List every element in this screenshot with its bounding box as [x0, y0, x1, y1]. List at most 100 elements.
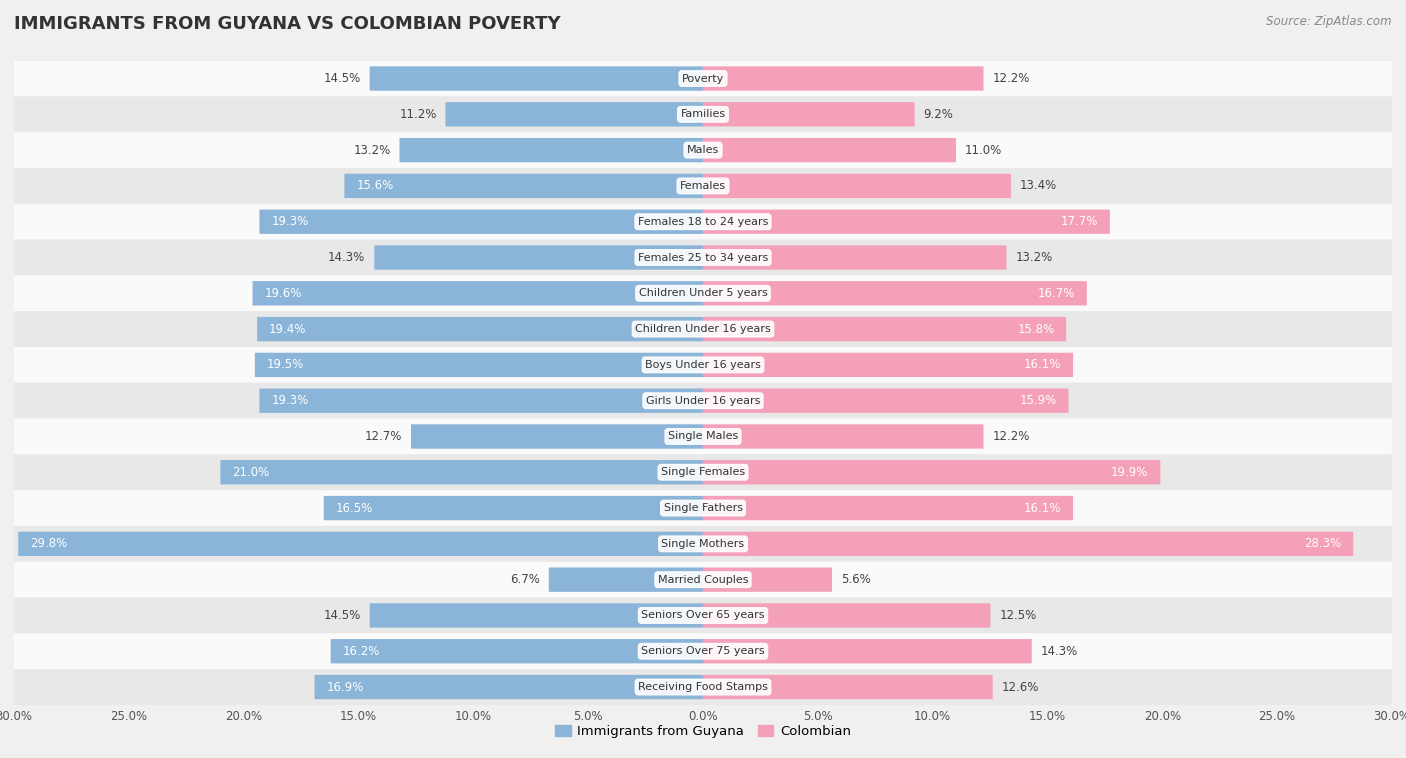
- FancyBboxPatch shape: [703, 317, 1066, 341]
- Text: 16.7%: 16.7%: [1038, 287, 1076, 300]
- Text: Children Under 5 years: Children Under 5 years: [638, 288, 768, 299]
- FancyBboxPatch shape: [14, 526, 1392, 562]
- Text: 14.3%: 14.3%: [328, 251, 366, 264]
- Text: 11.2%: 11.2%: [399, 108, 437, 121]
- Text: Seniors Over 75 years: Seniors Over 75 years: [641, 647, 765, 656]
- FancyBboxPatch shape: [548, 568, 703, 592]
- Text: 15.9%: 15.9%: [1019, 394, 1057, 407]
- Text: 9.2%: 9.2%: [924, 108, 953, 121]
- FancyBboxPatch shape: [703, 138, 956, 162]
- FancyBboxPatch shape: [14, 562, 1392, 597]
- Text: 5.6%: 5.6%: [841, 573, 870, 586]
- FancyBboxPatch shape: [703, 246, 1007, 270]
- FancyBboxPatch shape: [703, 675, 993, 699]
- Text: 16.2%: 16.2%: [343, 645, 380, 658]
- Text: Seniors Over 65 years: Seniors Over 65 years: [641, 610, 765, 621]
- Text: Poverty: Poverty: [682, 74, 724, 83]
- Text: 13.4%: 13.4%: [1019, 180, 1057, 193]
- FancyBboxPatch shape: [315, 675, 703, 699]
- FancyBboxPatch shape: [14, 418, 1392, 454]
- FancyBboxPatch shape: [18, 531, 703, 556]
- FancyBboxPatch shape: [260, 209, 703, 234]
- Text: Single Males: Single Males: [668, 431, 738, 441]
- Text: 28.3%: 28.3%: [1305, 537, 1341, 550]
- Text: Married Couples: Married Couples: [658, 575, 748, 584]
- FancyBboxPatch shape: [260, 389, 703, 413]
- Text: 15.8%: 15.8%: [1017, 323, 1054, 336]
- Text: Single Fathers: Single Fathers: [664, 503, 742, 513]
- FancyBboxPatch shape: [14, 383, 1392, 418]
- FancyBboxPatch shape: [14, 669, 1392, 705]
- Text: Children Under 16 years: Children Under 16 years: [636, 324, 770, 334]
- Text: 11.0%: 11.0%: [965, 143, 1002, 157]
- Text: IMMIGRANTS FROM GUYANA VS COLOMBIAN POVERTY: IMMIGRANTS FROM GUYANA VS COLOMBIAN POVE…: [14, 15, 561, 33]
- Text: Receiving Food Stamps: Receiving Food Stamps: [638, 682, 768, 692]
- Text: 15.6%: 15.6%: [356, 180, 394, 193]
- Text: 19.5%: 19.5%: [267, 359, 304, 371]
- FancyBboxPatch shape: [14, 168, 1392, 204]
- Text: 16.9%: 16.9%: [326, 681, 364, 694]
- Text: 14.5%: 14.5%: [323, 609, 361, 622]
- Text: 19.6%: 19.6%: [264, 287, 302, 300]
- FancyBboxPatch shape: [411, 424, 703, 449]
- Text: Boys Under 16 years: Boys Under 16 years: [645, 360, 761, 370]
- FancyBboxPatch shape: [323, 496, 703, 520]
- FancyBboxPatch shape: [14, 132, 1392, 168]
- FancyBboxPatch shape: [14, 61, 1392, 96]
- FancyBboxPatch shape: [254, 352, 703, 377]
- Text: 14.5%: 14.5%: [323, 72, 361, 85]
- Text: Single Mothers: Single Mothers: [661, 539, 745, 549]
- FancyBboxPatch shape: [370, 67, 703, 91]
- FancyBboxPatch shape: [344, 174, 703, 198]
- FancyBboxPatch shape: [446, 102, 703, 127]
- Text: Single Females: Single Females: [661, 467, 745, 478]
- Legend: Immigrants from Guyana, Colombian: Immigrants from Guyana, Colombian: [550, 720, 856, 744]
- Text: 21.0%: 21.0%: [232, 465, 270, 479]
- Text: 12.6%: 12.6%: [1001, 681, 1039, 694]
- FancyBboxPatch shape: [14, 275, 1392, 312]
- FancyBboxPatch shape: [703, 531, 1353, 556]
- Text: Families: Families: [681, 109, 725, 119]
- FancyBboxPatch shape: [703, 568, 832, 592]
- FancyBboxPatch shape: [703, 209, 1109, 234]
- FancyBboxPatch shape: [253, 281, 703, 305]
- Text: 16.5%: 16.5%: [336, 502, 373, 515]
- FancyBboxPatch shape: [703, 67, 984, 91]
- Text: 13.2%: 13.2%: [1015, 251, 1053, 264]
- Text: Females 18 to 24 years: Females 18 to 24 years: [638, 217, 768, 227]
- FancyBboxPatch shape: [703, 424, 984, 449]
- FancyBboxPatch shape: [703, 102, 915, 127]
- FancyBboxPatch shape: [703, 352, 1073, 377]
- FancyBboxPatch shape: [703, 389, 1069, 413]
- FancyBboxPatch shape: [14, 490, 1392, 526]
- Text: 12.7%: 12.7%: [364, 430, 402, 443]
- Text: 19.4%: 19.4%: [269, 323, 307, 336]
- FancyBboxPatch shape: [14, 240, 1392, 275]
- Text: 19.3%: 19.3%: [271, 394, 308, 407]
- Text: 16.1%: 16.1%: [1024, 502, 1062, 515]
- FancyBboxPatch shape: [14, 597, 1392, 634]
- Text: Source: ZipAtlas.com: Source: ZipAtlas.com: [1267, 15, 1392, 28]
- FancyBboxPatch shape: [221, 460, 703, 484]
- FancyBboxPatch shape: [14, 96, 1392, 132]
- FancyBboxPatch shape: [14, 347, 1392, 383]
- FancyBboxPatch shape: [703, 603, 990, 628]
- FancyBboxPatch shape: [703, 496, 1073, 520]
- FancyBboxPatch shape: [14, 312, 1392, 347]
- Text: 12.2%: 12.2%: [993, 430, 1029, 443]
- Text: 29.8%: 29.8%: [30, 537, 67, 550]
- Text: 12.2%: 12.2%: [993, 72, 1029, 85]
- Text: 16.1%: 16.1%: [1024, 359, 1062, 371]
- Text: 19.9%: 19.9%: [1111, 465, 1149, 479]
- Text: 17.7%: 17.7%: [1060, 215, 1098, 228]
- Text: Girls Under 16 years: Girls Under 16 years: [645, 396, 761, 406]
- FancyBboxPatch shape: [374, 246, 703, 270]
- FancyBboxPatch shape: [370, 603, 703, 628]
- FancyBboxPatch shape: [330, 639, 703, 663]
- FancyBboxPatch shape: [399, 138, 703, 162]
- Text: 19.3%: 19.3%: [271, 215, 308, 228]
- Text: Females: Females: [681, 181, 725, 191]
- FancyBboxPatch shape: [14, 204, 1392, 240]
- FancyBboxPatch shape: [257, 317, 703, 341]
- FancyBboxPatch shape: [703, 460, 1160, 484]
